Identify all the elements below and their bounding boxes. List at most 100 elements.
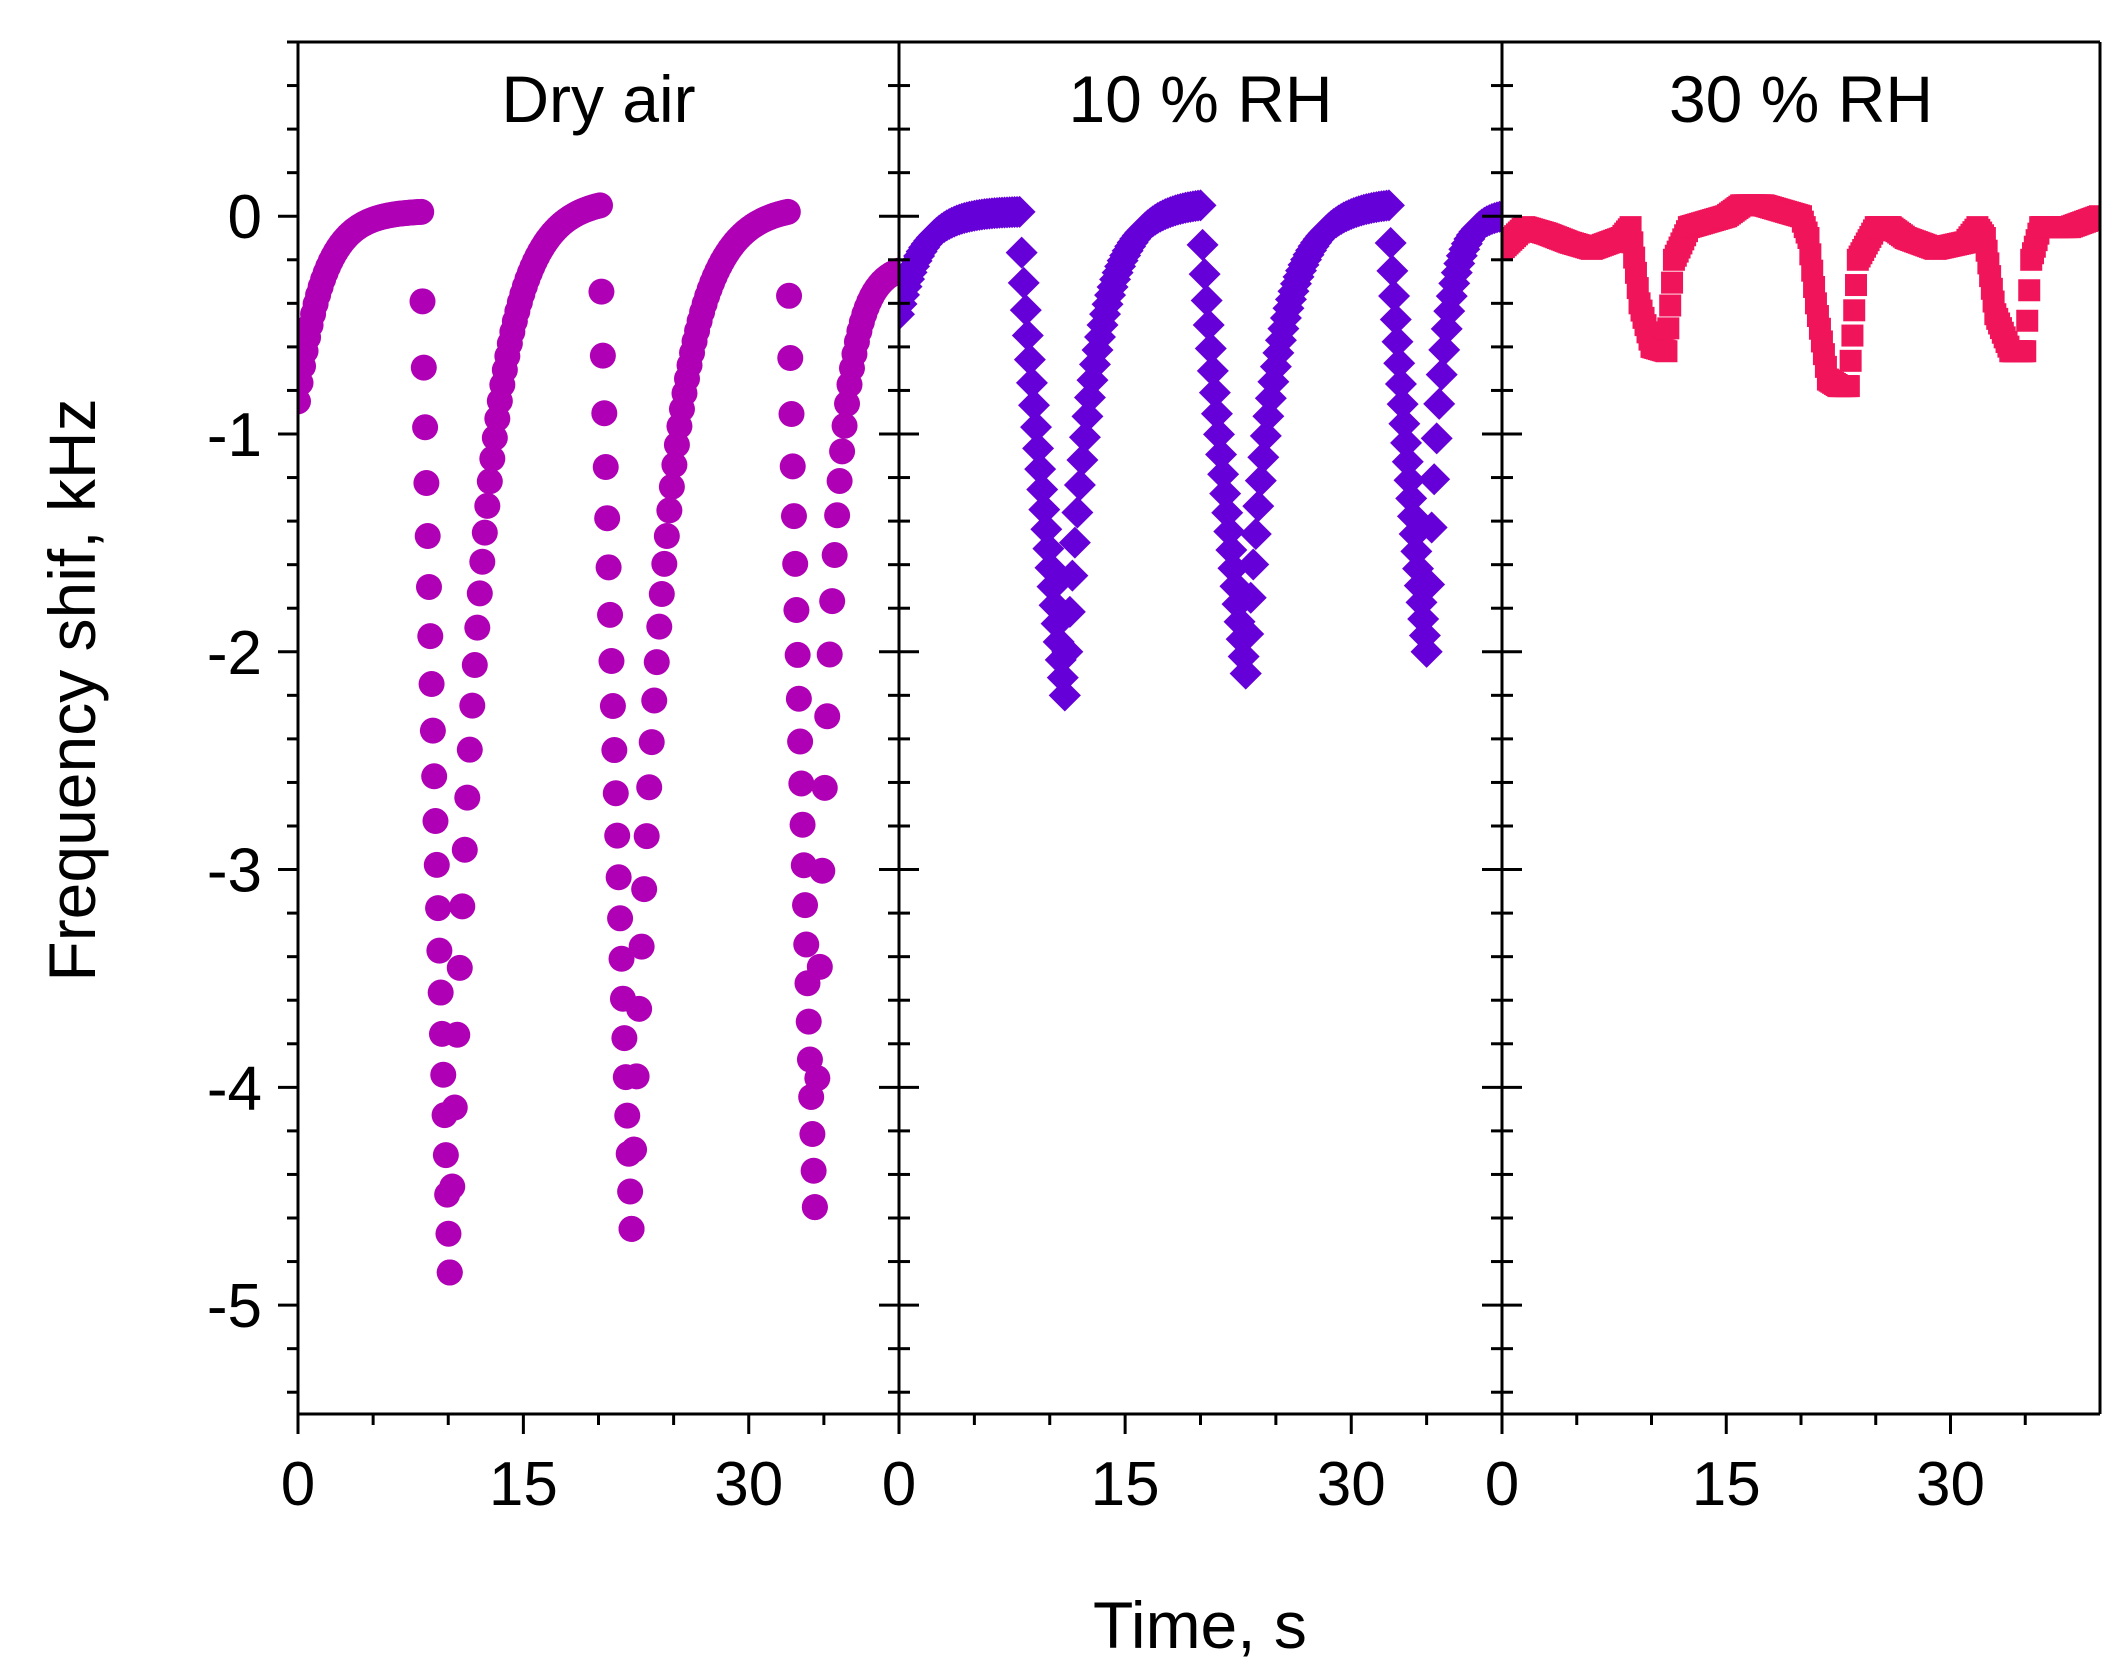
data-point — [1384, 367, 1417, 400]
data-point — [623, 1063, 650, 1090]
data-point — [436, 1259, 463, 1286]
x-tick-label: 15 — [1692, 1450, 1761, 1519]
data-point — [430, 1061, 457, 1088]
data-point — [804, 1065, 831, 1092]
y-tick-label: -2 — [207, 619, 262, 688]
data-point — [481, 424, 508, 451]
data-point — [608, 945, 635, 972]
data-point — [1196, 354, 1229, 387]
data-point — [806, 953, 833, 980]
data-point — [1026, 473, 1059, 506]
data-point — [479, 445, 506, 472]
data-point — [1048, 679, 1081, 712]
data-point — [1249, 419, 1282, 452]
data-point — [1376, 254, 1409, 287]
data-point — [792, 892, 819, 919]
data-point — [831, 412, 858, 439]
data-point — [432, 1142, 459, 1169]
data-point — [1013, 343, 1046, 376]
data-point — [816, 641, 843, 668]
x-tick-label: 30 — [1317, 1450, 1386, 1519]
data-point — [795, 1008, 822, 1035]
data-point — [589, 342, 616, 369]
data-point — [1415, 511, 1448, 544]
data-point — [1395, 482, 1428, 515]
data-point — [607, 905, 634, 932]
data-point — [778, 401, 805, 428]
data-point — [459, 692, 486, 719]
data-point — [594, 505, 621, 532]
data-point — [646, 613, 673, 640]
data-point — [425, 895, 452, 922]
data-point — [811, 774, 838, 801]
data-point — [1418, 463, 1451, 496]
x-tick-label: 0 — [882, 1450, 916, 1519]
data-point — [595, 554, 622, 581]
data-point — [1237, 548, 1270, 581]
data-point — [1015, 366, 1048, 399]
data-point — [658, 473, 685, 500]
data-point — [776, 282, 803, 309]
data-point — [408, 198, 435, 225]
x-tick-label: 15 — [489, 1450, 558, 1519]
data-point — [1066, 444, 1099, 477]
data-point — [661, 451, 688, 478]
data-point — [1184, 189, 1217, 222]
data-point — [446, 954, 473, 981]
data-point — [1410, 635, 1443, 668]
data-point — [648, 580, 675, 607]
data-point — [471, 519, 498, 546]
data-point — [886, 257, 899, 284]
data-point — [1661, 271, 1684, 294]
data-point — [1841, 324, 1864, 347]
data-point — [774, 198, 801, 225]
data-point — [1845, 274, 1868, 297]
data-point — [617, 1178, 644, 1205]
data-point — [419, 717, 446, 744]
data-point — [1190, 284, 1223, 317]
data-point — [779, 453, 806, 480]
data-point — [826, 467, 853, 494]
x-tick-label: 0 — [1485, 1450, 1519, 1519]
data-point — [423, 851, 450, 878]
data-point — [469, 548, 496, 575]
data-point — [1198, 376, 1231, 409]
data-point — [1659, 294, 1682, 317]
data-point — [618, 1215, 645, 1242]
data-point — [788, 770, 815, 797]
data-point — [1022, 432, 1055, 465]
data-point — [602, 780, 629, 807]
data-point — [1374, 226, 1407, 259]
data-point — [456, 736, 483, 763]
data-point — [651, 550, 678, 577]
data-point — [1068, 421, 1101, 454]
data-point — [821, 542, 848, 569]
data-point — [1239, 518, 1272, 551]
data-point — [1655, 340, 1678, 363]
data-point — [2018, 279, 2041, 302]
data-point — [1391, 445, 1424, 478]
data-point — [1379, 303, 1412, 336]
data-point — [598, 647, 625, 674]
data-point — [1005, 236, 1038, 269]
panel-1-series — [298, 192, 899, 1286]
data-point — [1051, 635, 1084, 668]
data-point — [785, 685, 812, 712]
data-point — [464, 614, 491, 641]
data-point — [418, 671, 445, 698]
data-point — [592, 454, 619, 481]
data-point — [1837, 375, 1860, 398]
data-point — [611, 1025, 638, 1052]
x-axis-title: Time, s — [1093, 1588, 1307, 1662]
axes-layer: Dry air 0 15 30 10 % RH 0 15 30 30 % RH 0 15 30 0 -1 -… — [207, 40, 2102, 1519]
data-point — [800, 1157, 827, 1184]
y-tick-label: -1 — [207, 401, 262, 470]
data-point — [621, 1136, 648, 1163]
y-axis-title: Frequency shif, kHz — [35, 398, 109, 981]
data-point — [605, 864, 632, 891]
data-point — [824, 502, 851, 529]
data-point — [631, 876, 658, 903]
data-point — [628, 933, 655, 960]
